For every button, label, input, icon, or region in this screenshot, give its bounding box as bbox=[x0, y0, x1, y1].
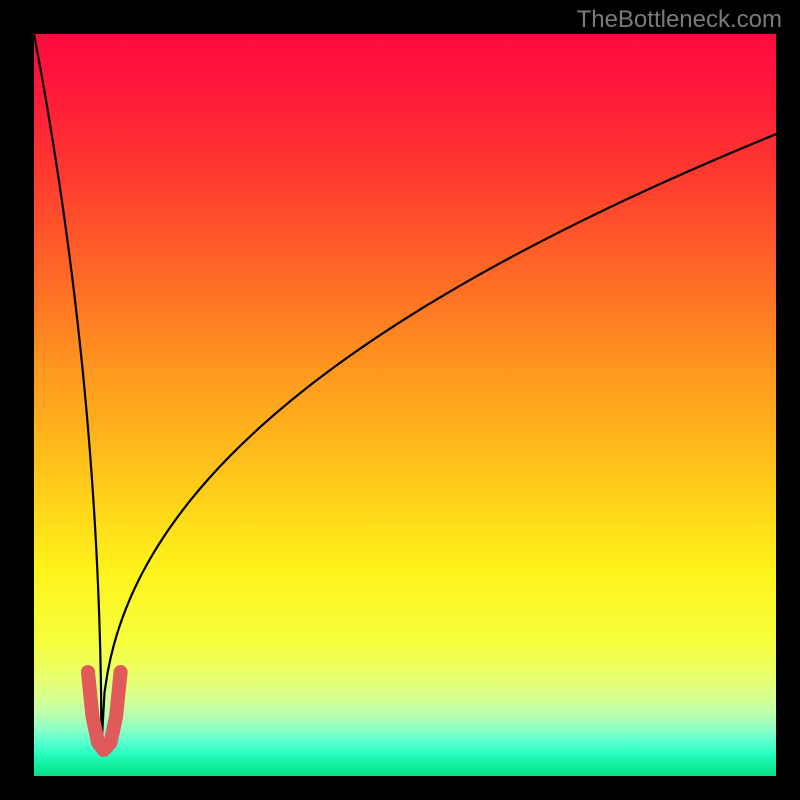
chart-container: TheBottleneck.com bbox=[0, 0, 800, 800]
watermark-text: TheBottleneck.com bbox=[577, 6, 782, 34]
chart-svg bbox=[0, 0, 800, 800]
valley-marker-dot-left bbox=[81, 665, 95, 679]
valley-marker-dot-right bbox=[114, 665, 128, 679]
plot-area bbox=[34, 34, 776, 776]
